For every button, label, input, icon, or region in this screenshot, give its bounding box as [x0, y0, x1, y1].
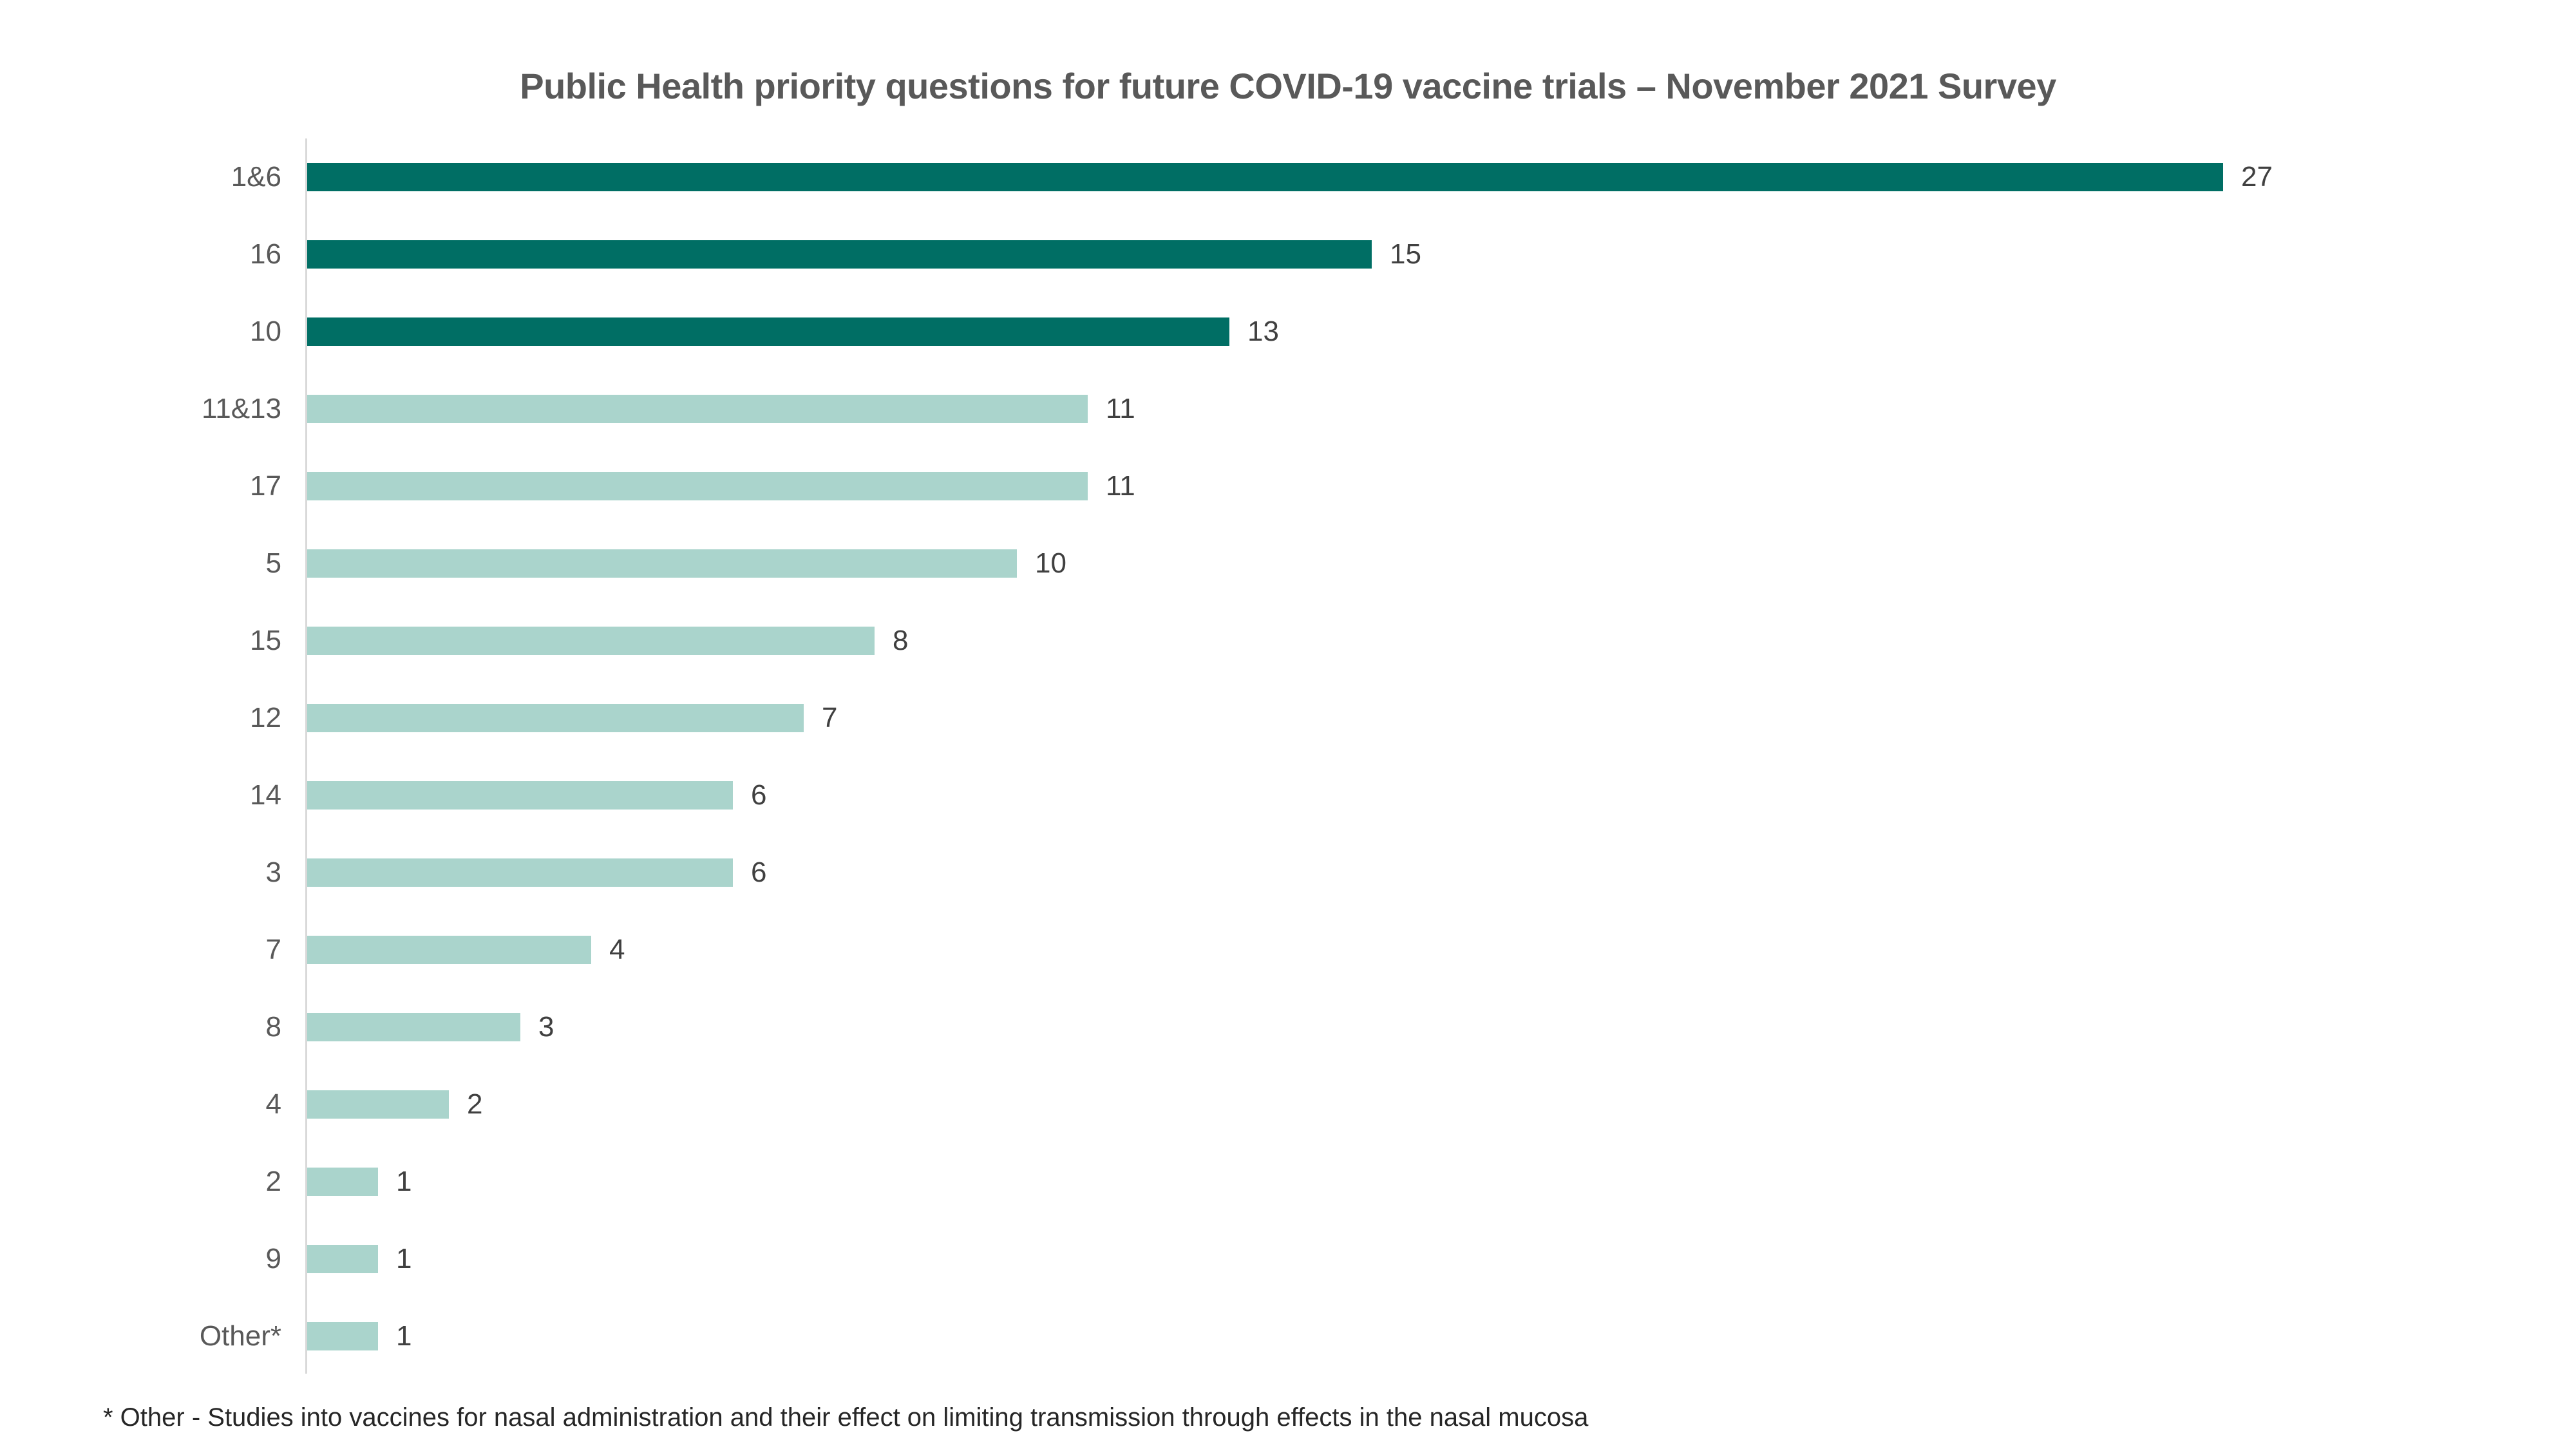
- chart-row: 16 15: [0, 216, 2576, 293]
- category-label: 8: [265, 1011, 281, 1043]
- category-label: Other*: [199, 1320, 281, 1352]
- bar: [307, 704, 804, 732]
- category-label: 4: [265, 1088, 281, 1120]
- footnote: * Other - Studies into vaccines for nasa…: [103, 1403, 1589, 1432]
- bar: [307, 1322, 378, 1350]
- category-label: 16: [250, 238, 281, 270]
- value-label: 1: [396, 1320, 412, 1352]
- plot-area: 1&6 27 16 15 10 13 11&13 11 17 11 5 10 15 8 12 7 14 6 3 6 7 4…: [0, 138, 2576, 1375]
- category-label: 14: [250, 779, 281, 811]
- bar: [307, 1013, 520, 1041]
- category-label: 17: [250, 470, 281, 502]
- bar: [307, 240, 1372, 269]
- chart-row: 17 11: [0, 448, 2576, 525]
- category-label: 10: [250, 316, 281, 347]
- bar: [307, 1090, 449, 1119]
- value-label: 6: [751, 857, 767, 888]
- bar: [307, 627, 875, 655]
- chart-row: 10 13: [0, 293, 2576, 370]
- bar: [307, 163, 2223, 191]
- bar-rows: 1&6 27 16 15 10 13 11&13 11 17 11 5 10 15 8 12 7 14 6 3 6 7 4…: [0, 138, 2576, 1375]
- category-label: 15: [250, 625, 281, 656]
- bar: [307, 317, 1229, 346]
- value-label: 13: [1247, 316, 1279, 347]
- category-label: 1&6: [231, 161, 281, 193]
- bar: [307, 472, 1088, 500]
- value-label: 7: [822, 702, 838, 734]
- value-label: 11: [1106, 393, 1135, 424]
- bar: [307, 395, 1088, 423]
- value-label: 8: [893, 625, 909, 656]
- value-label: 1: [396, 1243, 412, 1274]
- category-label: 3: [265, 857, 281, 888]
- value-label: 6: [751, 779, 767, 811]
- value-label: 2: [467, 1088, 483, 1120]
- chart-row: 11&13 11: [0, 370, 2576, 448]
- category-label: 5: [265, 547, 281, 579]
- category-label: 7: [265, 934, 281, 965]
- bar: [307, 936, 591, 964]
- chart-row: 12 7: [0, 679, 2576, 757]
- chart-row: 1&6 27: [0, 138, 2576, 216]
- y-axis-line: [305, 138, 307, 1374]
- chart-row: 15 8: [0, 602, 2576, 679]
- chart-row: 5 10: [0, 525, 2576, 602]
- category-label: 9: [265, 1243, 281, 1274]
- bar: [307, 1168, 378, 1196]
- chart-row: 14 6: [0, 757, 2576, 834]
- value-label: 10: [1035, 547, 1066, 579]
- category-label: 11&13: [202, 393, 281, 424]
- bar: [307, 858, 733, 887]
- value-label: 27: [2241, 161, 2273, 193]
- value-label: 15: [1390, 238, 1421, 270]
- chart-row: Other* 1: [0, 1298, 2576, 1375]
- category-label: 12: [250, 702, 281, 734]
- chart-title: Public Health priority questions for fut…: [520, 66, 2056, 106]
- value-label: 1: [396, 1166, 412, 1197]
- value-label: 11: [1106, 470, 1135, 502]
- value-label: 4: [609, 934, 625, 965]
- bar: [307, 1245, 378, 1273]
- value-label: 3: [538, 1011, 554, 1043]
- category-label: 2: [265, 1166, 281, 1197]
- bar: [307, 549, 1017, 578]
- bar: [307, 781, 733, 810]
